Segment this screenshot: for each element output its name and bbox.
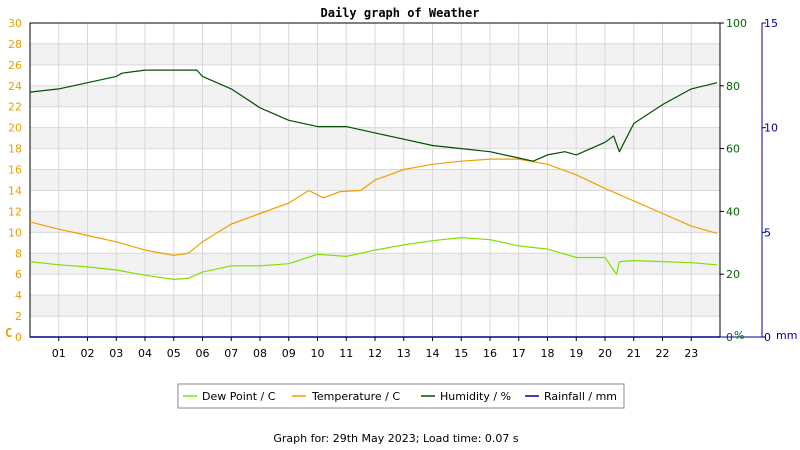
series-line-dew-point bbox=[29, 237, 718, 280]
left-tick-label: 10 bbox=[8, 226, 22, 239]
legend-box bbox=[177, 383, 625, 409]
x-tick-label: 07 bbox=[224, 347, 238, 360]
x-tick-label: 01 bbox=[52, 347, 66, 360]
left-tick-label: 16 bbox=[8, 164, 22, 177]
left-tick-label: 12 bbox=[8, 205, 22, 218]
left-tick-label: 24 bbox=[8, 80, 22, 93]
x-tick-label: 14 bbox=[426, 347, 440, 360]
left-tick-label: 20 bbox=[8, 122, 22, 135]
right-tick-label: 40 bbox=[726, 205, 740, 218]
rain-tick-label: 5 bbox=[764, 226, 771, 239]
left-tick-label: 18 bbox=[8, 143, 22, 156]
legend-label-temperature: Temperature / C bbox=[311, 390, 400, 403]
x-tick-label: 18 bbox=[541, 347, 555, 360]
rain-tick-label: 0 bbox=[764, 331, 771, 344]
x-tick-label: 23 bbox=[684, 347, 698, 360]
x-tick-label: 15 bbox=[454, 347, 468, 360]
right-tick-label: 100 bbox=[726, 17, 747, 30]
series-line-humidity bbox=[29, 69, 718, 162]
left-tick-label: 4 bbox=[15, 289, 22, 302]
rain-tick-label: 15 bbox=[764, 17, 778, 30]
right-tick-label: 20 bbox=[726, 268, 740, 281]
x-tick-label: 08 bbox=[253, 347, 267, 360]
left-tick-label: 0 bbox=[15, 331, 22, 344]
right-axis-unit: % bbox=[734, 329, 744, 342]
x-tick-label: 19 bbox=[569, 347, 583, 360]
left-tick-label: 6 bbox=[15, 268, 22, 281]
left-axis-unit: C bbox=[5, 326, 12, 340]
rain-tick-label: 10 bbox=[764, 122, 778, 135]
legend-label-rainfall: Rainfall / mm bbox=[544, 390, 617, 403]
x-tick-label: 03 bbox=[109, 347, 123, 360]
legend-label-dew-point: Dew Point / C bbox=[202, 390, 276, 403]
x-tick-label: 22 bbox=[656, 347, 670, 360]
x-tick-label: 10 bbox=[311, 347, 325, 360]
right-tick-label: 80 bbox=[726, 80, 740, 93]
series-line-temperature bbox=[29, 158, 718, 256]
x-axis-ticks: 01 02 03 04 05 06 07 08 09 10 11 12 13 14 15 16 17 18 19 20… bbox=[52, 337, 698, 360]
left-tick-label: 28 bbox=[8, 38, 22, 51]
left-tick-label: 30 bbox=[8, 17, 22, 30]
rain-axis-ticks: 0 5 10 15 bbox=[762, 17, 778, 344]
x-tick-label: 17 bbox=[512, 347, 526, 360]
x-tick-label: 05 bbox=[167, 347, 181, 360]
x-tick-label: 13 bbox=[397, 347, 411, 360]
left-tick-label: 2 bbox=[15, 310, 22, 323]
rain-axis-unit: mm bbox=[776, 329, 797, 342]
x-tick-label: 16 bbox=[483, 347, 497, 360]
left-tick-label: 14 bbox=[8, 184, 22, 197]
left-tick-label: 8 bbox=[15, 247, 22, 260]
x-tick-label: 04 bbox=[138, 347, 152, 360]
x-tick-label: 09 bbox=[282, 347, 296, 360]
footer-graph-info: Graph for: 29th May 2023; Load time: 0.0… bbox=[273, 432, 519, 445]
left-tick-label: 22 bbox=[8, 101, 22, 114]
legend-label-humidity: Humidity / % bbox=[440, 390, 511, 403]
x-tick-label: 11 bbox=[339, 347, 353, 360]
legend: Dew Point / C Temperature / C Humidity /… bbox=[177, 383, 625, 409]
x-tick-label: 06 bbox=[196, 347, 210, 360]
x-tick-label: 02 bbox=[81, 347, 95, 360]
x-tick-label: 20 bbox=[598, 347, 612, 360]
x-tick-label: 21 bbox=[627, 347, 641, 360]
right-tick-label: 60 bbox=[726, 143, 740, 156]
x-tick-label: 12 bbox=[368, 347, 382, 360]
left-tick-label: 26 bbox=[8, 59, 22, 72]
chart-title: Daily graph of Weather bbox=[321, 6, 480, 20]
